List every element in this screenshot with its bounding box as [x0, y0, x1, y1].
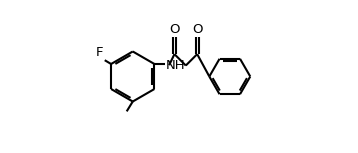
Text: NH: NH [166, 59, 185, 72]
Text: O: O [169, 23, 180, 36]
Text: O: O [192, 23, 202, 36]
Text: F: F [96, 47, 103, 60]
